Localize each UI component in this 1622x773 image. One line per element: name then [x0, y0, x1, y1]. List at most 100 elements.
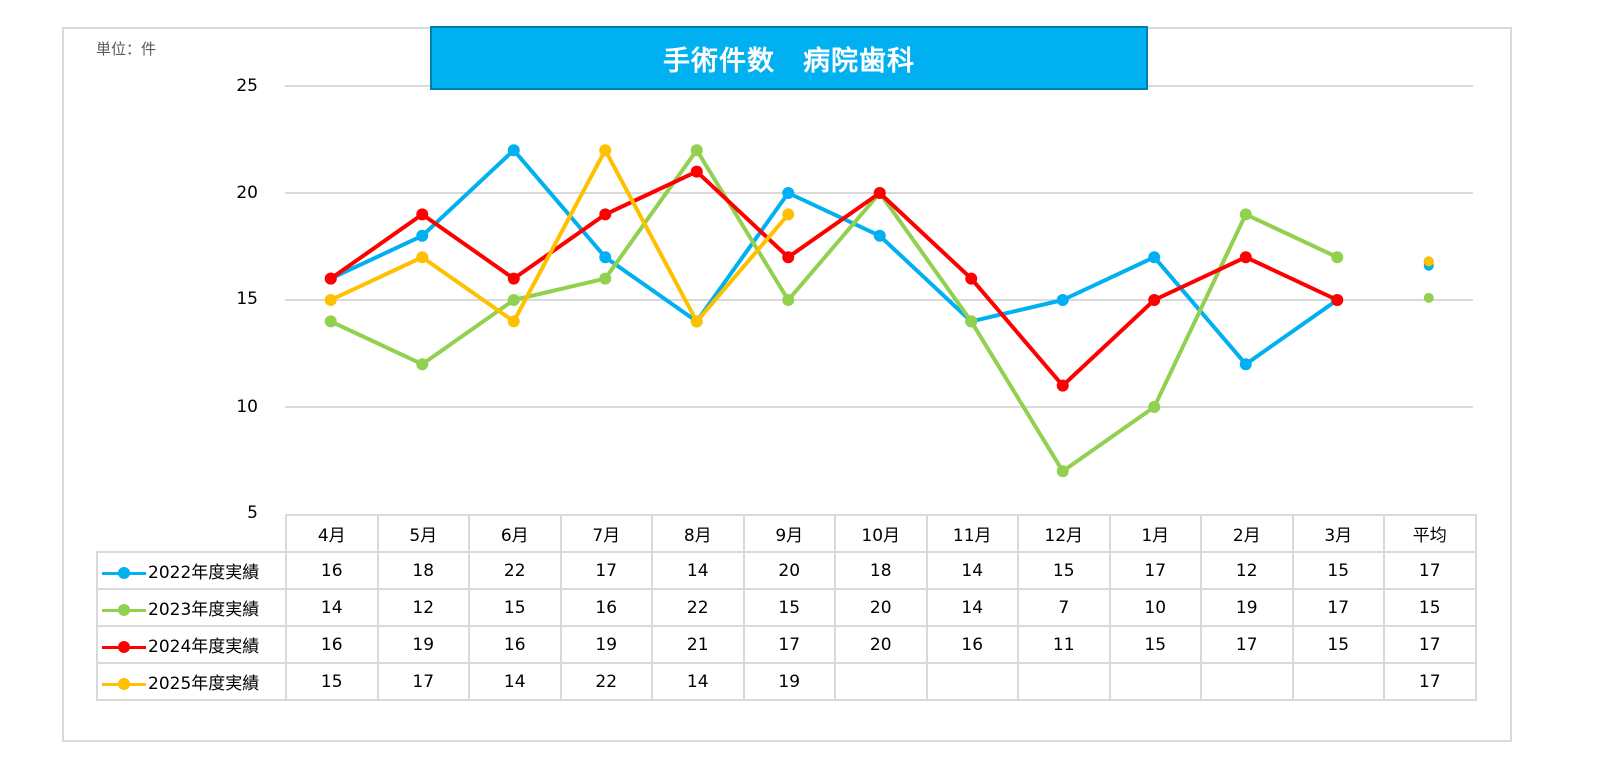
- table-header-cell: 3月: [1291, 514, 1385, 553]
- series-name: 2023年度実績: [148, 600, 260, 620]
- table-cell: [834, 662, 928, 701]
- table-cell: 15: [742, 588, 836, 627]
- table-cell: 15: [285, 662, 379, 701]
- series-line: [324, 144, 1344, 371]
- data-point: [507, 272, 520, 285]
- table-cell: 15: [1017, 551, 1111, 590]
- series-name: 2025年度実績: [148, 674, 260, 694]
- y-tick-15: 15: [236, 289, 258, 309]
- table-cell: [1200, 662, 1294, 701]
- legend-cell: 2024年度実績: [96, 625, 287, 664]
- data-point: [416, 251, 429, 264]
- table-cell: 7: [1017, 588, 1111, 627]
- data-point: [1056, 465, 1069, 478]
- series-line: [324, 144, 1344, 478]
- table-cell: 10: [1108, 588, 1202, 627]
- table-row: 2022年度実績 16 18 22 17 14 20 18 14 15 17 12 15 17: [96, 551, 1477, 590]
- table-cell: 15: [468, 588, 562, 627]
- table-cell: 17: [1291, 588, 1385, 627]
- data-point: [690, 315, 703, 328]
- table-cell: 15: [1108, 625, 1202, 664]
- data-point: [416, 208, 429, 221]
- legend-cell: 2025年度実績: [96, 662, 287, 701]
- table-cell: 14: [925, 588, 1019, 627]
- table-header-cell: 8月: [651, 514, 745, 553]
- data-point: [599, 144, 612, 157]
- data-point: [873, 229, 886, 242]
- table-cell: 22: [468, 551, 562, 590]
- data-point: [324, 272, 337, 285]
- table-cell: 17: [1108, 551, 1202, 590]
- table-cell: [1108, 662, 1202, 701]
- data-point: [1056, 379, 1069, 392]
- table-cell: 16: [285, 551, 379, 590]
- table-header-cell: 4月: [285, 514, 379, 553]
- table-header-cell: 11月: [925, 514, 1019, 553]
- table-cell: 12: [1200, 551, 1294, 590]
- table-cell: 17: [1200, 625, 1294, 664]
- data-point: [1239, 251, 1252, 264]
- table-header-cell: 5月: [376, 514, 470, 553]
- data-point: [416, 358, 429, 371]
- table-cell: 20: [834, 625, 928, 664]
- table-cell: 21: [651, 625, 745, 664]
- table-row: 2024年度実績 16 19 16 19 21 17 20 16 11 15 17 15 17: [96, 625, 1477, 664]
- table-cell: 16: [925, 625, 1019, 664]
- table-header-cell: 9月: [742, 514, 836, 553]
- legend-cell: 2022年度実績: [96, 551, 287, 590]
- table-cell: [1291, 662, 1385, 701]
- table-header-cell: 1月: [1108, 514, 1202, 553]
- table-cell: 17: [1383, 551, 1477, 590]
- data-point: [690, 144, 703, 157]
- data-point: [507, 294, 520, 306]
- table-cell: 20: [834, 588, 928, 627]
- series-line: [324, 165, 1344, 392]
- data-point: [324, 294, 337, 306]
- data-point: [324, 315, 337, 328]
- table-cell: 17: [559, 551, 653, 590]
- table-cell: 19: [1200, 588, 1294, 627]
- table-cell: 14: [651, 662, 745, 701]
- table-cell: 11: [1017, 625, 1111, 664]
- data-point: [965, 315, 978, 328]
- data-point: [1148, 401, 1161, 413]
- data-point: [416, 229, 429, 242]
- table-header-row: 4月 5月 6月 7月 8月 9月 10月 11月 12月 1月 2月 3月 平均: [97, 514, 1477, 553]
- table-cell: 22: [651, 588, 745, 627]
- data-point: [873, 187, 886, 199]
- table-cell: 15: [1291, 625, 1385, 664]
- y-tick-5: 5: [247, 503, 258, 523]
- table-row: 2023年度実績 14 12 15 16 22 15 20 14 7 10 19 17 15: [96, 588, 1477, 627]
- table-cell: 15: [1291, 551, 1385, 590]
- data-point: [599, 208, 612, 221]
- average-point: [1423, 256, 1434, 267]
- data-point: [1331, 251, 1344, 264]
- legend-marker-icon: [102, 641, 146, 653]
- table-cell: 17: [1383, 662, 1477, 701]
- y-tick-25: 25: [236, 76, 258, 96]
- data-point: [782, 251, 795, 264]
- unit-label: 単位：件: [96, 40, 157, 58]
- table-header-cell: 10月: [834, 514, 928, 553]
- legend-marker-icon: [102, 567, 146, 579]
- chart-title: 手術件数 病院歯科: [663, 45, 915, 77]
- data-point: [782, 187, 795, 199]
- data-point: [782, 294, 795, 306]
- table-cell: 16: [559, 588, 653, 627]
- y-tick-10: 10: [236, 397, 258, 417]
- data-point: [1239, 358, 1252, 371]
- data-point: [782, 208, 795, 221]
- legend-marker-icon: [102, 604, 146, 616]
- data-point: [599, 272, 612, 285]
- table-cell: 16: [468, 625, 562, 664]
- table-cell: 18: [376, 551, 470, 590]
- table-cell: 19: [559, 625, 653, 664]
- table-cell: 14: [285, 588, 379, 627]
- table-cell: 19: [742, 662, 836, 701]
- data-point: [1331, 294, 1344, 306]
- data-point: [507, 144, 520, 157]
- table-cell: 20: [742, 551, 836, 590]
- table-cell: 22: [559, 662, 653, 701]
- data-point: [507, 315, 520, 328]
